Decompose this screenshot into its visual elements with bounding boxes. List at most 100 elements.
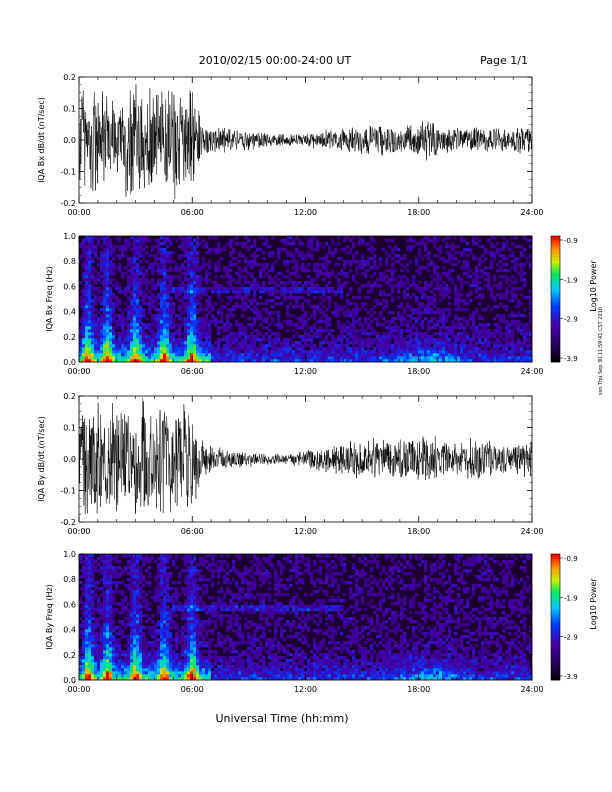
spectrogram-cell <box>163 299 167 303</box>
spectrogram-cell <box>142 239 146 243</box>
spectrogram-cell <box>310 242 314 246</box>
spectrogram-cell <box>337 290 341 294</box>
spectrogram-cell <box>304 284 308 288</box>
spectrogram-cell <box>280 239 284 243</box>
spectrogram-cell <box>193 278 197 282</box>
spectrogram-cell <box>205 329 209 333</box>
spectrogram-cell <box>292 350 296 354</box>
spectrogram-cell <box>166 254 170 258</box>
spectrogram-cell <box>124 266 128 270</box>
spectrogram-cell <box>166 344 170 348</box>
spectrogram-cell <box>265 263 269 267</box>
spectrogram-cell <box>514 359 518 363</box>
spectrogram-cell <box>127 242 131 246</box>
spectrogram-cell <box>268 245 272 249</box>
spectrogram-cell <box>439 338 443 342</box>
spectrogram-cell <box>94 617 98 621</box>
spectrogram-cell <box>343 305 347 309</box>
spectrogram-cell <box>238 344 242 348</box>
spectrogram-cell <box>346 344 350 348</box>
spectrogram-cell <box>475 281 479 285</box>
spectrogram-cell <box>115 350 119 354</box>
spectrogram-cell <box>103 311 107 315</box>
spectrogram-cell <box>259 296 263 300</box>
spectrogram-cell <box>169 332 173 336</box>
spectrogram-cell <box>307 275 311 279</box>
spectrogram-cell <box>106 623 110 627</box>
spectrogram-cell <box>148 341 152 345</box>
spectrogram-cell <box>313 305 317 309</box>
spectrogram-cell <box>130 338 134 342</box>
spectrogram-cell <box>454 335 458 339</box>
spectrogram-cell <box>118 335 122 339</box>
spectrogram-cell <box>115 668 119 672</box>
spectrogram-cell <box>85 236 89 240</box>
spectrogram-cell <box>85 347 89 351</box>
spectrogram-cell <box>217 332 221 336</box>
spectrogram-cell <box>88 626 92 630</box>
spectrogram-cell <box>403 317 407 321</box>
spectrogram-cell <box>121 665 125 669</box>
spectrogram-cell <box>100 668 104 672</box>
spectrogram-cell <box>262 335 266 339</box>
spectrogram-cell <box>352 347 356 351</box>
spectrogram-cell <box>391 350 395 354</box>
spectrogram-cell <box>193 272 197 276</box>
spectrogram-cell <box>304 332 308 336</box>
spectrogram-cell <box>460 350 464 354</box>
spectrogram-cell <box>430 284 434 288</box>
spectrogram-cell <box>241 299 245 303</box>
spectrogram-cell <box>229 275 233 279</box>
spectrogram-cell <box>352 353 356 357</box>
spectrogram-cell <box>103 569 107 573</box>
spectrogram-cell <box>91 275 95 279</box>
spectrogram-cell <box>115 581 119 585</box>
spectrogram-cell <box>121 599 125 603</box>
spectrogram-cell <box>280 290 284 294</box>
spectrogram-cell <box>178 287 182 291</box>
spectrogram-cell <box>286 236 290 240</box>
spectrogram-cell <box>406 353 410 357</box>
spectrogram-cell <box>331 353 335 357</box>
spectrogram-cell <box>184 278 188 282</box>
spectrogram-cell <box>190 260 194 264</box>
spectrogram-cell <box>154 341 158 345</box>
spectrogram-cell <box>241 254 245 258</box>
spectrogram-cell <box>445 317 449 321</box>
spectrogram-cell <box>253 251 257 255</box>
spectrogram-cell <box>271 320 275 324</box>
spectrogram-cell <box>214 275 218 279</box>
spectrogram-cell <box>88 317 92 321</box>
spectrogram-cell <box>472 356 476 360</box>
spectrogram-cell <box>85 626 89 630</box>
colorbar-segment <box>551 309 560 312</box>
spectrogram-cell <box>124 653 128 657</box>
spectrogram-cell <box>199 242 203 246</box>
spectrogram-cell <box>187 284 191 288</box>
spectrogram-cell <box>463 332 467 336</box>
spectrogram-cell <box>109 296 113 300</box>
spectrogram-cell <box>187 335 191 339</box>
spectrogram-cell <box>238 350 242 354</box>
spectrogram-cell <box>409 317 413 321</box>
spectrogram-cell <box>247 281 251 285</box>
spectrogram-cell <box>262 266 266 270</box>
spectrogram-cell <box>211 314 215 318</box>
spectrogram-cell <box>286 311 290 315</box>
spectrogram-cell <box>97 665 101 669</box>
spectrogram-cell <box>136 323 140 327</box>
spectrogram-cell <box>352 344 356 348</box>
spectrogram-cell <box>106 617 110 621</box>
spectrogram-cell <box>193 275 197 279</box>
spectrogram-cell <box>127 578 131 582</box>
spectrogram-cell <box>277 302 281 306</box>
spectrogram-cell <box>112 620 116 624</box>
spectrogram-cell <box>121 341 125 345</box>
spectrogram-cell <box>319 359 323 363</box>
spectrogram-cell <box>121 650 125 654</box>
spectrogram-cell <box>499 329 503 333</box>
spectrogram-cell <box>103 641 107 645</box>
spectrogram-cell <box>484 278 488 282</box>
spectrogram-cell <box>91 632 95 636</box>
spectrogram-cell <box>283 353 287 357</box>
